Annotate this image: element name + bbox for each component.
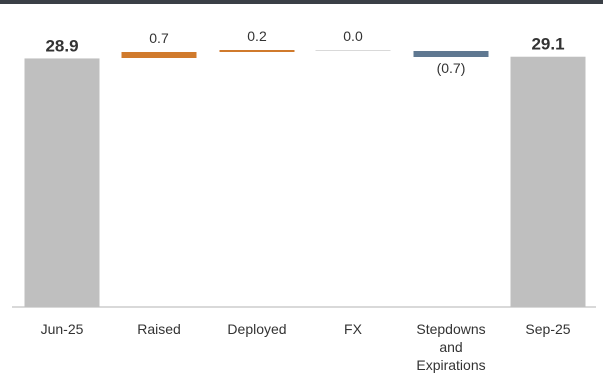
bar-jun-25 [24,58,100,307]
bar-fx [315,50,391,51]
x-tick-label-deployed: Deployed [227,321,286,337]
bar-stepdowns-and-expirations [413,51,489,57]
x-tick-label-stepdowns-and-expirations-2: and [439,339,462,355]
x-tick-label-fx: FX [344,321,363,337]
data-label-sep-25: 29.1 [531,35,564,54]
x-tick-label-stepdowns-and-expirations-3: Expirations [416,357,485,373]
x-tick-label-jun-25: Jun-25 [41,321,84,337]
x-tick-label-stepdowns-and-expirations-1: Stepdowns [416,321,485,337]
x-tick-label-sep-25: Sep-25 [525,321,570,337]
data-label-fx: 0.0 [343,28,363,44]
top-border [0,0,603,4]
data-label-deployed: 0.2 [247,28,267,44]
data-label-stepdowns-and-expirations: (0.7) [437,60,466,76]
bar-deployed [219,50,295,52]
data-label-raised: 0.7 [149,30,169,46]
bar-raised [121,52,197,58]
bar-sep-25 [510,56,586,307]
x-tick-label-raised: Raised [137,321,181,337]
data-label-jun-25: 28.9 [45,36,78,55]
